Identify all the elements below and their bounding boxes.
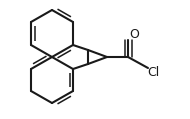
Text: O: O <box>129 28 139 42</box>
Text: Cl: Cl <box>147 65 159 79</box>
